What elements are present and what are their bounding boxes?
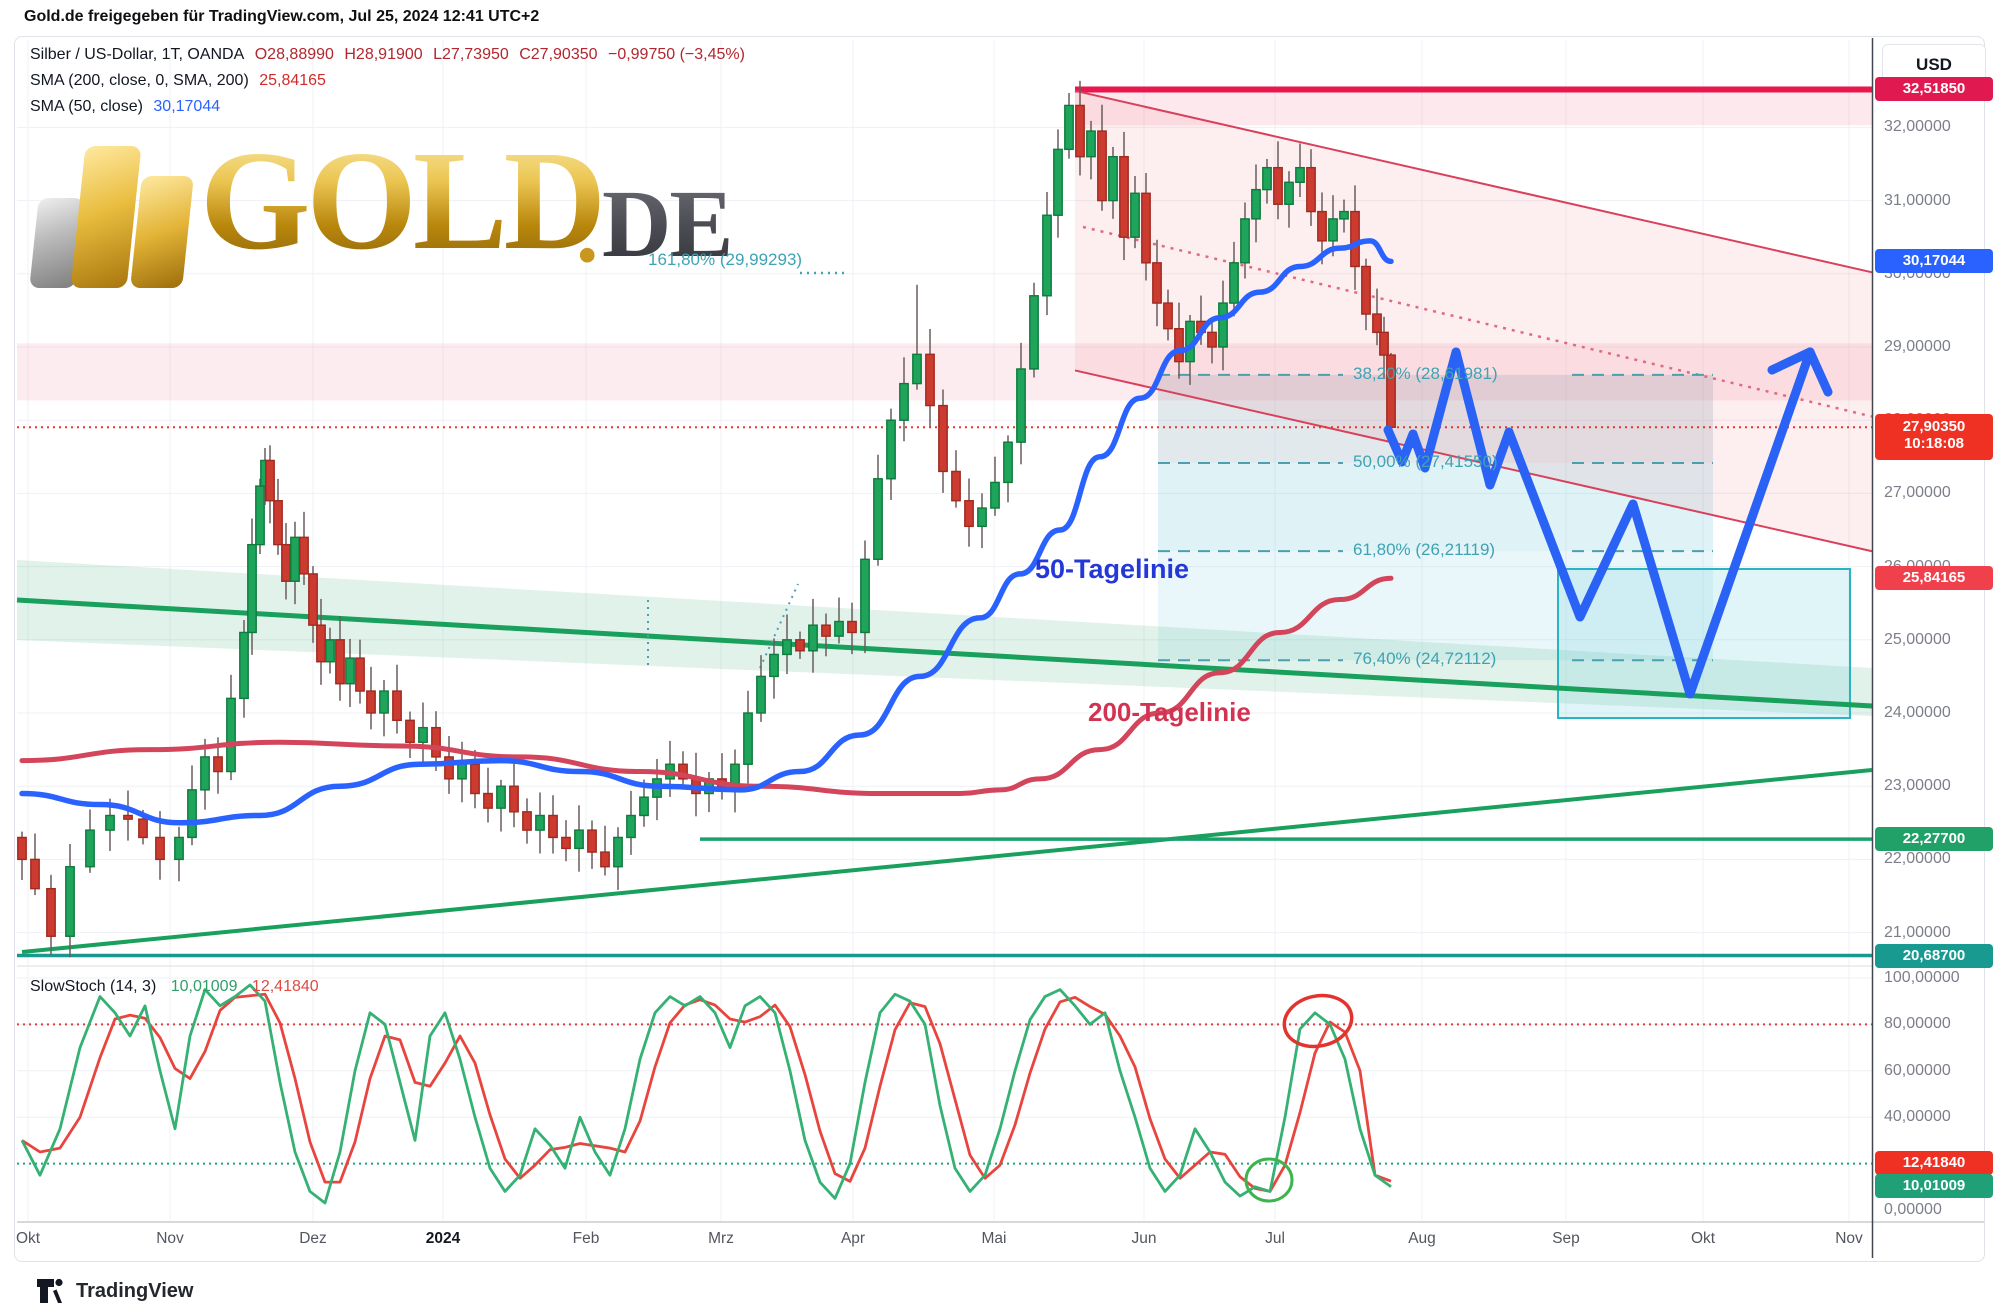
month-label: Sep <box>1552 1230 1580 1247</box>
logo-tld: DE <box>602 170 733 277</box>
price-tick: 31,00000 <box>1884 191 1951 209</box>
price-tick: 24,00000 <box>1884 704 1951 721</box>
month-label: Jul <box>1265 1230 1285 1247</box>
month-label: Aug <box>1408 1230 1436 1247</box>
month-label: Nov <box>1835 1230 1863 1247</box>
legend-symbol-row[interactable]: Silber / US-Dollar, 1T, OANDA O28,88990 … <box>30 46 751 64</box>
chart-frame <box>14 36 1985 1262</box>
legend-sma200-row[interactable]: SMA (200, close, 0, SMA, 200) 25,84165 <box>30 72 332 90</box>
stoch-tick: 100,00000 <box>1884 969 1960 986</box>
fib-level-label: 38,20% (28,61981) <box>1353 363 1498 383</box>
sma50-label: SMA (50, close) <box>30 98 143 115</box>
month-label: 2024 <box>425 1230 461 1247</box>
logo-word: GOLD <box>200 118 606 282</box>
ohlc-open: O28,88990 <box>254 46 334 63</box>
fib-level-label: 50,00% (27,41550) <box>1353 451 1498 471</box>
price-tag: 32,51850 <box>1875 77 1993 102</box>
price-tick: 32,00000 <box>1884 118 1951 136</box>
price-tick: 29,00000 <box>1884 338 1951 355</box>
price-tick: 23,00000 <box>1884 777 1951 795</box>
price-tick: 27,00000 <box>1884 484 1951 502</box>
fib-level-label: 61,80% (26,21119) <box>1353 540 1496 560</box>
gold-bar-icon <box>70 146 142 288</box>
price-tick: 25,00000 <box>1884 630 1951 648</box>
sma50-line-label: 50-Tagelinie <box>1035 554 1190 584</box>
month-label: Feb <box>572 1230 600 1247</box>
month-label: Nov <box>156 1230 184 1247</box>
gold-de-logo: GOLD . DE <box>28 121 733 300</box>
stoch-tick: 80,00000 <box>1884 1015 1951 1033</box>
month-label: Mai <box>981 1230 1007 1247</box>
month-label: Apr <box>840 1230 866 1247</box>
sma200-line-label: 200-Tagelinie <box>1088 697 1251 727</box>
month-label: Okt <box>1690 1230 1716 1247</box>
price-tick: 21,00000 <box>1884 923 1951 941</box>
stoch-k-value: 10,01009 <box>170 978 238 995</box>
stoch-d-value: 12,41840 <box>251 978 319 995</box>
month-label: Okt <box>15 1230 41 1247</box>
tradingview-brand-text: TradingView <box>76 1279 194 1302</box>
price-tag: 20,68700 <box>1875 943 1993 968</box>
legend-sma50-row[interactable]: SMA (50, close) 30,17044 <box>30 98 226 116</box>
month-label: Dez <box>299 1230 327 1247</box>
sma200-label: SMA (200, close, 0, SMA, 200) <box>30 72 249 89</box>
stoch-legend-row[interactable]: SlowStoch (14, 3) 10,01009 12,41840 <box>30 978 319 996</box>
stoch-tag: 10,01009 <box>1875 1174 1993 1198</box>
tradingview-logo[interactable]: TradingView <box>36 1276 193 1306</box>
price-tag: 30,17044 <box>1875 249 1993 274</box>
stoch-tick: 0,00000 <box>1884 1201 1942 1218</box>
price-tag: 27,90350 10:18:08 <box>1875 414 1993 461</box>
month-label: Mrz <box>708 1230 734 1247</box>
stoch-tick: 60,00000 <box>1884 1061 1951 1079</box>
ohlc-high: H28,91900 <box>344 46 423 63</box>
month-label: Jun <box>1131 1230 1157 1247</box>
stoch-tick: 40,00000 <box>1884 1108 1951 1126</box>
tradingview-icon <box>37 1278 63 1303</box>
gold-bar-icon <box>130 176 194 288</box>
stoch-label: SlowStoch (14, 3) <box>30 978 157 995</box>
logo-dot: . <box>576 182 599 281</box>
change-value: −0,99750 (−3,45%) <box>607 46 745 63</box>
attribution-bar: Gold.de freigegeben für TradingView.com,… <box>24 8 540 25</box>
ohlc-low: L27,73950 <box>433 46 509 63</box>
sma50-value: 30,17044 <box>153 98 221 115</box>
price-tag: 22,27700 <box>1875 827 1993 852</box>
stoch-tag: 12,41840 <box>1875 1151 1993 1175</box>
ohlc-close: C27,90350 <box>519 46 598 63</box>
price-tick: 22,00000 <box>1884 850 1951 868</box>
price-tag: 25,84165 <box>1875 566 1993 591</box>
fib-161-label: 161,80% (29,99293) <box>648 250 803 269</box>
symbol-title: Silber / US-Dollar, 1T, OANDA <box>30 46 245 63</box>
fib-level-label: 76,40% (24,72112) <box>1353 649 1497 669</box>
sma200-value: 25,84165 <box>259 72 326 89</box>
